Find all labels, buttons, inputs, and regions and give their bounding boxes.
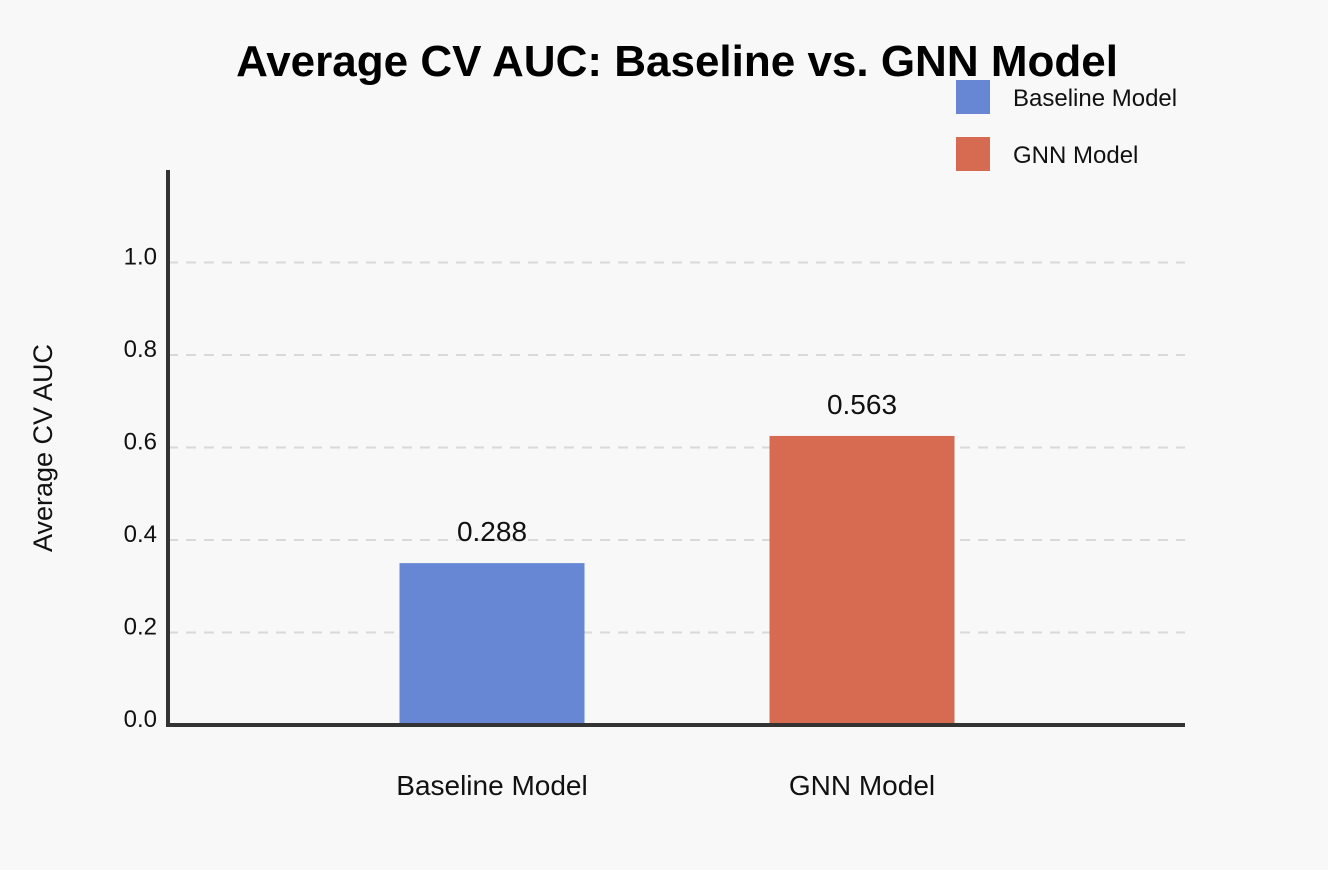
legend-swatch (956, 137, 990, 171)
y-tick-label: 0.0 (124, 706, 157, 733)
y-tick-label: 0.8 (124, 336, 157, 363)
x-tick-label: GNN Model (789, 770, 935, 801)
bar-baseline-model (399, 563, 585, 725)
gridlines (168, 261, 1185, 634)
legend-label: Baseline Model (1013, 85, 1177, 112)
y-tick-label: 0.6 (124, 429, 157, 456)
chart-title: Average CV AUC: Baseline vs. GNN Model (236, 37, 1118, 86)
labels: 0.0 0.2 0.4 0.6 0.8 1.0 0.288 Baseline Model 0.5… (124, 244, 936, 802)
x-tick-label: Baseline Model (396, 770, 587, 801)
axes (166, 170, 1185, 727)
data-label: 0.563 (827, 389, 897, 420)
data-label: 0.288 (457, 516, 527, 547)
y-tick-label: 0.4 (124, 521, 157, 548)
bars (399, 435, 955, 725)
y-axis-title: Average CV AUC (28, 344, 58, 552)
legend: Baseline Model GNN Model (956, 80, 1177, 171)
legend-label: GNN Model (1013, 142, 1138, 169)
legend-swatch (956, 80, 990, 114)
y-tick-label: 1.0 (124, 244, 157, 271)
bar-gnn-model (769, 435, 955, 725)
y-tick-label: 0.2 (124, 614, 157, 641)
